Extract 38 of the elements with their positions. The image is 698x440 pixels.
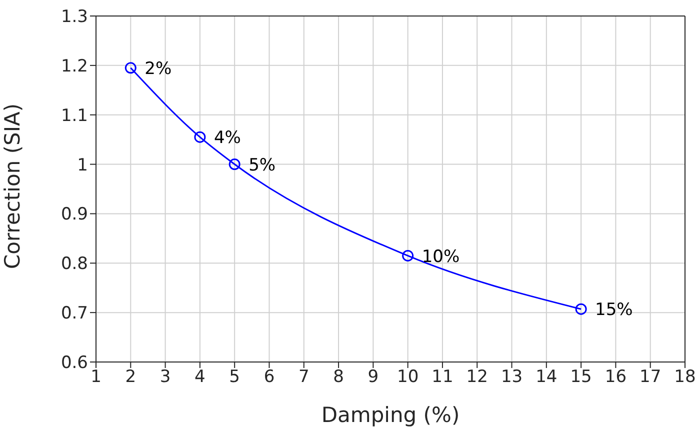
y-axis-title: Correction (SIA) xyxy=(0,103,24,269)
x-tick-label: 10 xyxy=(397,367,419,388)
x-tick-label: 8 xyxy=(333,367,344,388)
x-tick-label: 7 xyxy=(298,367,310,388)
x-tick-label: 12 xyxy=(466,367,488,388)
x-tick-label: 15 xyxy=(570,367,592,388)
y-tick-label: 1.3 xyxy=(60,7,88,28)
annotation: 5% xyxy=(248,155,276,176)
x-tick-label: 17 xyxy=(640,367,662,388)
x-tick-label: 13 xyxy=(500,367,523,388)
x-tick-label: 9 xyxy=(368,367,379,388)
y-tick-label: 1.2 xyxy=(60,56,88,76)
point xyxy=(402,250,414,262)
y-tick-label: 0.8 xyxy=(60,254,88,274)
y-tick-label: 1 xyxy=(77,155,88,176)
x-tick-label: 18 xyxy=(674,367,696,388)
point xyxy=(124,62,136,74)
point xyxy=(575,303,587,315)
y-tick-label: 1.1 xyxy=(60,106,88,126)
point xyxy=(194,131,206,143)
y-tick-label: 0.9 xyxy=(60,204,88,225)
annotation: 10% xyxy=(422,246,460,267)
x-tick-label: 4 xyxy=(194,367,206,388)
x-tick-label: 5 xyxy=(229,367,240,388)
x-tick-label: 14 xyxy=(536,367,558,388)
point xyxy=(228,158,240,170)
x-tick-label: 3 xyxy=(160,367,171,388)
y-tick-label: 0.7 xyxy=(60,304,88,324)
x-tick-label: 6 xyxy=(264,367,275,388)
x-axis-title: Damping (%) xyxy=(321,403,460,427)
annotation: 4% xyxy=(214,128,241,148)
y-tick-label: 0.6 xyxy=(60,353,88,374)
x-tick-label: 1 xyxy=(90,367,102,388)
annotation: 2% xyxy=(144,58,172,79)
annotation: 15% xyxy=(595,300,633,320)
x-tick-label: 16 xyxy=(604,367,627,388)
x-tick-label: 2 xyxy=(125,367,136,388)
x-tick-label: 11 xyxy=(432,367,454,388)
